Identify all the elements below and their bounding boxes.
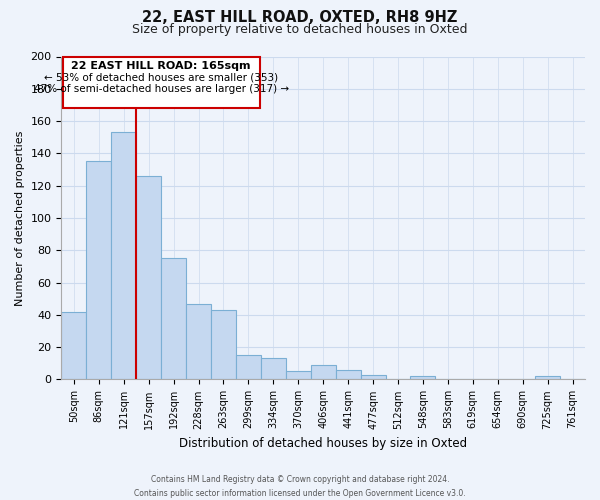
Text: Contains HM Land Registry data © Crown copyright and database right 2024.
Contai: Contains HM Land Registry data © Crown c…: [134, 476, 466, 498]
Text: ← 53% of detached houses are smaller (353): ← 53% of detached houses are smaller (35…: [44, 72, 278, 83]
Bar: [161, 258, 186, 380]
Bar: [186, 304, 211, 380]
Bar: [311, 365, 335, 380]
Bar: [136, 176, 161, 380]
X-axis label: Distribution of detached houses by size in Oxted: Distribution of detached houses by size …: [179, 437, 467, 450]
Bar: [361, 374, 386, 380]
Bar: [535, 376, 560, 380]
Y-axis label: Number of detached properties: Number of detached properties: [15, 130, 25, 306]
Bar: [261, 358, 286, 380]
FancyBboxPatch shape: [62, 56, 260, 108]
Text: 47% of semi-detached houses are larger (317) →: 47% of semi-detached houses are larger (…: [34, 84, 289, 94]
Text: Size of property relative to detached houses in Oxted: Size of property relative to detached ho…: [132, 22, 468, 36]
Bar: [236, 355, 261, 380]
Bar: [86, 162, 111, 380]
Bar: [410, 376, 436, 380]
Bar: [211, 310, 236, 380]
Text: 22, EAST HILL ROAD, OXTED, RH8 9HZ: 22, EAST HILL ROAD, OXTED, RH8 9HZ: [142, 10, 458, 25]
Bar: [335, 370, 361, 380]
Text: 22 EAST HILL ROAD: 165sqm: 22 EAST HILL ROAD: 165sqm: [71, 62, 251, 72]
Bar: [111, 132, 136, 380]
Bar: [286, 372, 311, 380]
Bar: [61, 312, 86, 380]
